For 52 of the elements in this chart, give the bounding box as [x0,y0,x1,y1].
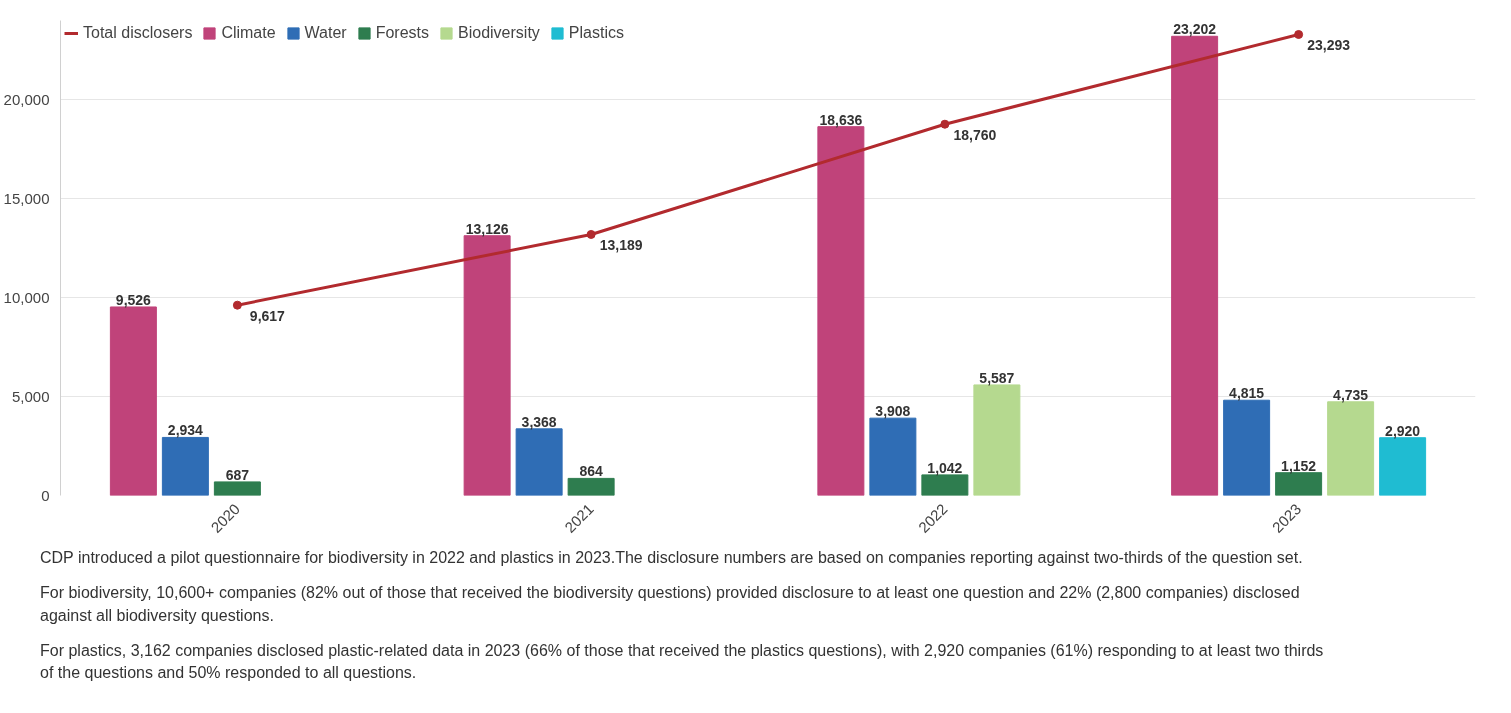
point [1294,30,1304,39]
bar [973,384,1021,496]
bar [161,436,209,496]
point [940,119,950,129]
data-label: 2,920 [1385,422,1421,439]
y-tick-label: 20,000 [3,90,50,108]
legend-label: Forests [375,24,430,42]
bar [567,477,615,496]
y-tick-label: 15,000 [3,189,50,207]
y-tick-label: 10,000 [3,288,50,306]
legend-label: Water [304,24,347,42]
text: CDP introduced a pilot questionnaire for biodiversity in 2022 and plastics in 2023.The disclosure numbers are based on companies reporting against two-thirds of the question set. [40,548,1303,568]
data-label: 18,636 [819,111,863,128]
bar [213,481,261,496]
text: For biodiversity, 10,600+ companies (82% out of those that received the biodiversity questions) provided disclosure to at least one question and 22% (2,800 companies) disclosed against all biodiversity questions. [40,582,1301,626]
legend-label: Climate [221,24,276,42]
data-label: 1,152 [1281,457,1317,474]
bar [1171,35,1219,496]
legend-label: Biodiversity [458,24,540,42]
point [586,229,596,239]
data-label: 4,735 [1333,386,1369,403]
y-tick-label: 5,000 [11,387,50,405]
bar [1379,437,1427,496]
data-label: 5,587 [979,369,1015,386]
bar [1223,399,1271,496]
legend-label: Total disclosers [83,24,193,42]
data-label: 23,293 [1307,37,1351,54]
data-label: 13,126 [465,220,509,237]
data-label: 3,368 [521,413,557,430]
data-label: 23,202 [1173,21,1217,38]
data-label: 9,617 [249,308,286,325]
data-label: 9,526 [115,291,152,308]
data-label: 864 [579,463,604,480]
data-label: 4,815 [1229,385,1265,402]
bar [1275,472,1323,496]
bar [515,428,563,496]
bar [1327,401,1375,496]
data-label: 13,189 [599,237,643,254]
y-tick-label: 0 [41,486,50,504]
point [232,300,242,310]
text: For plastics, 3,162 companies disclosed plastic-related data in 2023 (66% of those that received the plastics questions), with 2,920 companies (61%) responding to at least two thirds of the questions and 50% responded to all questions. [40,640,1325,684]
data-label: 3,908 [875,403,911,420]
bar [463,235,511,496]
data-label: 2,934 [167,422,204,439]
bar [869,417,917,496]
data-label: 18,760 [953,127,997,144]
data-label: 687 [225,466,250,483]
bar [817,126,865,496]
legend-label: Plastics [568,24,624,42]
data-label: 1,042 [927,459,963,476]
bar [109,306,157,496]
bar [921,474,969,496]
